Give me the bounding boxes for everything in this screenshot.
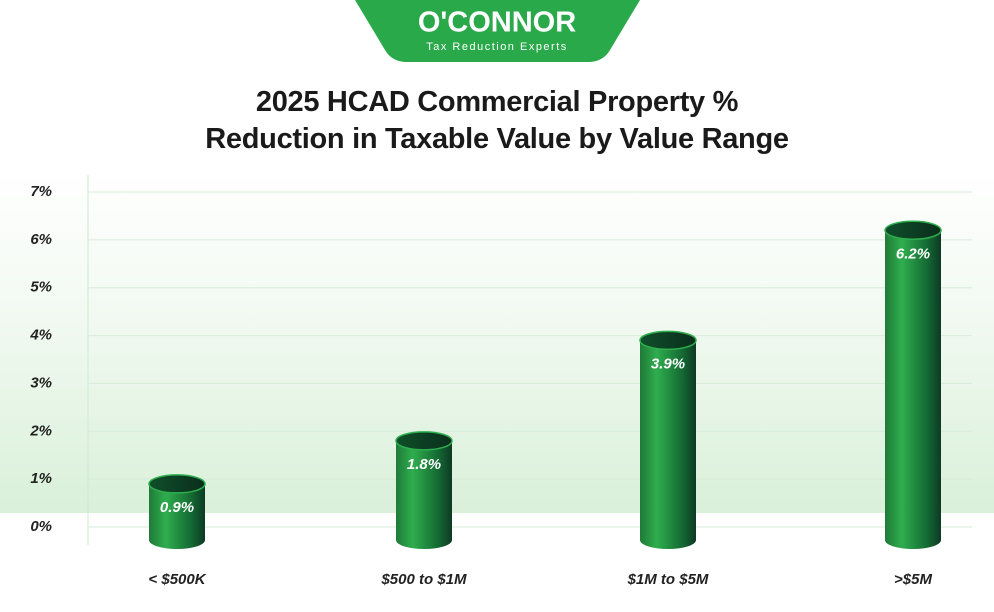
x-tick-label: $1M to $5M [627, 571, 709, 588]
bar [885, 230, 941, 541]
bar-cap [395, 431, 453, 451]
y-tick-label: 0% [30, 518, 52, 535]
chart-title: 2025 HCAD Commercial Property % Reductio… [205, 86, 789, 155]
bar-cap [639, 330, 697, 351]
background [0, 170, 994, 513]
logo-badge [355, 0, 640, 62]
brand-name: O'CONNOR [418, 7, 576, 39]
y-tick-label: 6% [30, 231, 52, 248]
bar [396, 440, 452, 540]
y-tick-label: 7% [30, 183, 52, 200]
value-label: 1.8% [407, 456, 441, 473]
y-tick-label: 2% [29, 422, 52, 439]
y-tick-label: 4% [29, 327, 52, 344]
x-tick-label: $500 to $1M [380, 571, 467, 588]
value-label: 3.9% [651, 355, 685, 372]
bar-cap [884, 220, 942, 241]
bar-cap [148, 474, 206, 494]
y-tick-label: 5% [30, 279, 52, 296]
y-tick-label: 1% [30, 470, 52, 487]
bar [640, 340, 696, 540]
brand-tagline: Tax Reduction Experts [426, 41, 568, 53]
y-tick-label: 3% [30, 374, 52, 391]
value-label: 6.2% [896, 245, 930, 262]
x-tick-label: >$5M [894, 571, 932, 588]
x-tick-label: < $500K [148, 571, 206, 588]
value-label: 0.9% [160, 499, 194, 516]
